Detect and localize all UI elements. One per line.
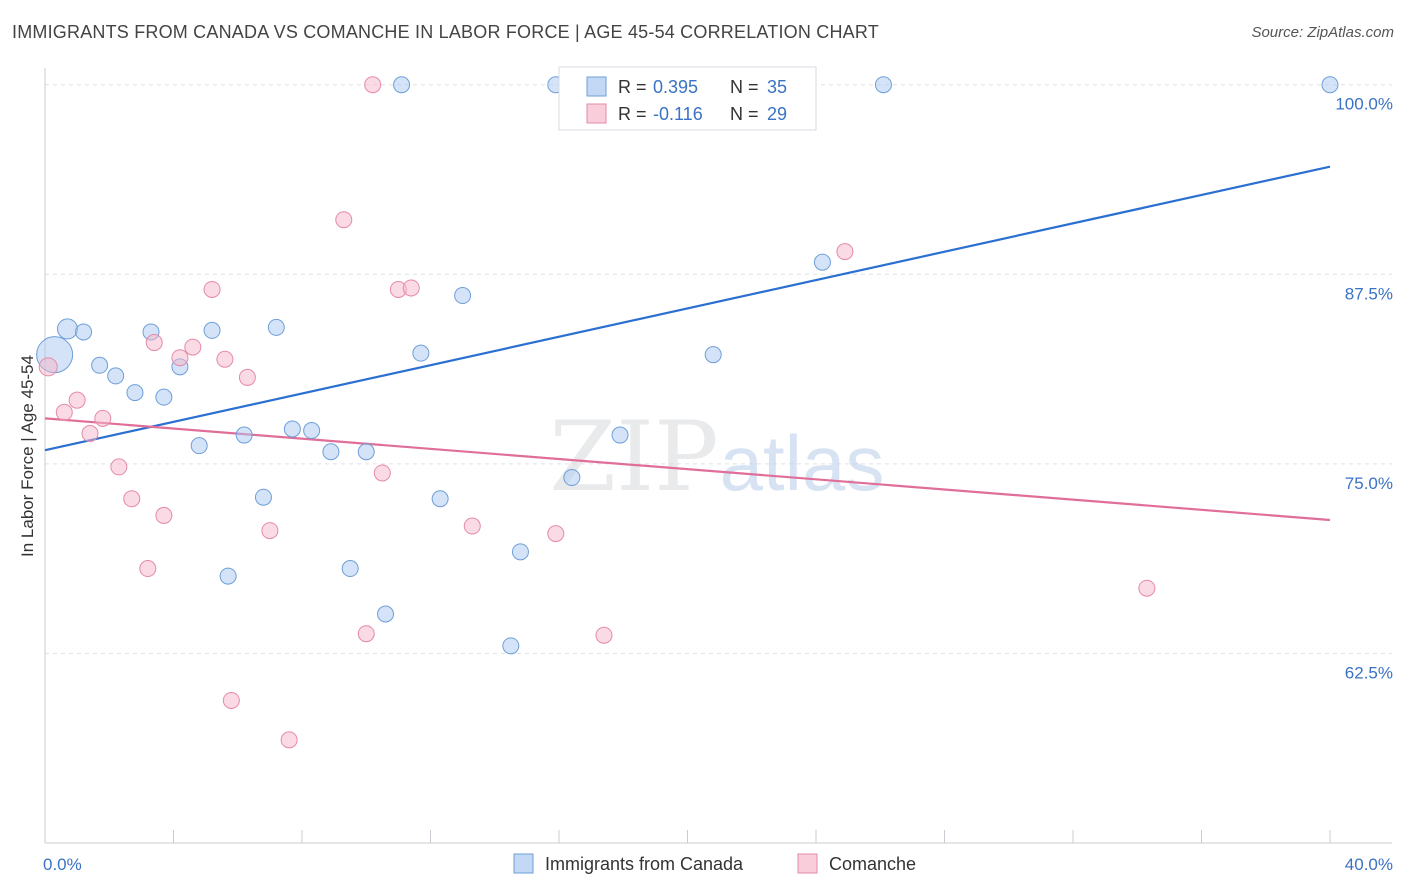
blue-point-22 [412, 344, 430, 362]
pink-point-18 [335, 211, 353, 229]
blue-point-10 [203, 321, 221, 339]
blue-point-9 [190, 437, 208, 455]
blue-point-26 [511, 543, 529, 561]
y-tick-label-3: 100.0% [1335, 95, 1393, 114]
pink-point-17 [280, 731, 298, 749]
blue-point-32 [813, 253, 831, 271]
blue-point-20 [377, 605, 395, 623]
stats-r-value-0: 0.395 [653, 77, 698, 97]
watermark: ZIP atlas [549, 401, 884, 513]
blue-point-13 [254, 488, 272, 506]
legend-swatch-blue [513, 853, 534, 874]
blue-point-30 [611, 426, 629, 444]
blue-point-16 [303, 422, 321, 440]
stats-n-label-1: N = [730, 104, 759, 124]
legend-swatch-pink [797, 853, 818, 874]
watermark-zip: ZIP [549, 401, 718, 513]
blue-point-34 [1321, 76, 1339, 94]
pink-point-20 [364, 76, 382, 94]
y-tick-label-2: 87.5% [1345, 284, 1393, 303]
blue-point-18 [341, 560, 359, 578]
y-tick-label-0: 62.5% [1345, 663, 1393, 682]
pink-point-16 [261, 522, 279, 540]
blue-point-31 [704, 346, 722, 364]
pink-point-1 [55, 403, 73, 421]
pink-point-7 [139, 560, 157, 578]
series-legend: Immigrants from Canada Comanche [513, 853, 916, 874]
pink-point-0 [38, 357, 58, 377]
blue-point-12 [235, 426, 253, 444]
blue-point-3 [91, 356, 109, 374]
grid-lines [45, 84, 1392, 654]
stats-r-value-1: -0.116 [653, 104, 703, 124]
legend-label-blue: Immigrants from Canada [545, 854, 744, 874]
pink-point-12 [203, 280, 221, 298]
pink-point-2 [68, 391, 86, 409]
pink-point-24 [463, 517, 481, 535]
blue-point-2 [75, 323, 93, 341]
stats-r-label-1: R = [618, 104, 647, 124]
pink-point-5 [110, 458, 128, 476]
pink-point-19 [357, 625, 375, 643]
stats-r-label-0: R = [618, 77, 647, 97]
pink-point-21 [373, 464, 391, 482]
pink-point-13 [216, 350, 234, 368]
legend-label-pink: Comanche [829, 854, 916, 874]
blue-point-19 [357, 443, 375, 461]
pink-point-14 [222, 691, 240, 709]
blue-point-33 [874, 76, 892, 94]
pink-point-10 [171, 349, 189, 367]
blue-point-23 [431, 490, 449, 508]
y-tick-label-1: 75.0% [1345, 474, 1393, 493]
trend-line-blue [44, 165, 1331, 452]
blue-point-7 [155, 388, 173, 406]
blue-point-21 [393, 76, 411, 94]
blue-point-28 [563, 469, 581, 487]
x-tick-labels: 0.0% 40.0% [43, 855, 1393, 874]
pink-point-27 [836, 243, 854, 261]
data-points [36, 76, 1339, 749]
blue-point-5 [126, 384, 144, 402]
stats-n-value-0: 35 [767, 77, 787, 97]
stats-legend: R = 0.395 N = 35 R = -0.116 N = 29 [558, 66, 817, 131]
pink-point-8 [145, 334, 163, 352]
pink-point-11 [184, 338, 202, 356]
watermark-atlas: atlas [720, 419, 885, 507]
chart-title: IMMIGRANTS FROM CANADA VS COMANCHE IN LA… [12, 22, 879, 42]
blue-point-14 [267, 318, 285, 336]
blue-point-1 [56, 318, 78, 340]
pink-point-26 [595, 626, 613, 644]
axes [44, 68, 1392, 844]
x-tick-label-right: 40.0% [1345, 855, 1393, 874]
trend-lines [44, 165, 1331, 522]
y-tick-labels: 62.5% 75.0% 87.5% 100.0% [1335, 95, 1393, 683]
stats-legend-swatch-0 [586, 76, 607, 97]
stats-n-label-0: N = [730, 77, 759, 97]
pink-point-9 [155, 506, 173, 524]
blue-point-25 [502, 637, 520, 655]
pink-point-3 [81, 425, 99, 443]
pink-point-28 [1138, 579, 1156, 597]
blue-point-4 [107, 367, 125, 385]
stats-n-value-1: 29 [767, 104, 787, 124]
pink-point-15 [238, 368, 256, 386]
blue-point-24 [454, 287, 472, 305]
chart-source: Source: ZipAtlas.com [1251, 24, 1394, 41]
pink-point-6 [123, 490, 141, 508]
blue-point-11 [219, 567, 237, 585]
trend-line-pink [44, 417, 1331, 522]
stats-legend-swatch-1 [586, 103, 607, 124]
x-tick-label-left: 0.0% [43, 855, 82, 874]
pink-point-23 [402, 279, 420, 297]
pink-point-25 [547, 525, 565, 543]
pink-point-4 [94, 409, 112, 427]
blue-point-17 [322, 443, 340, 461]
blue-point-15 [283, 420, 301, 438]
